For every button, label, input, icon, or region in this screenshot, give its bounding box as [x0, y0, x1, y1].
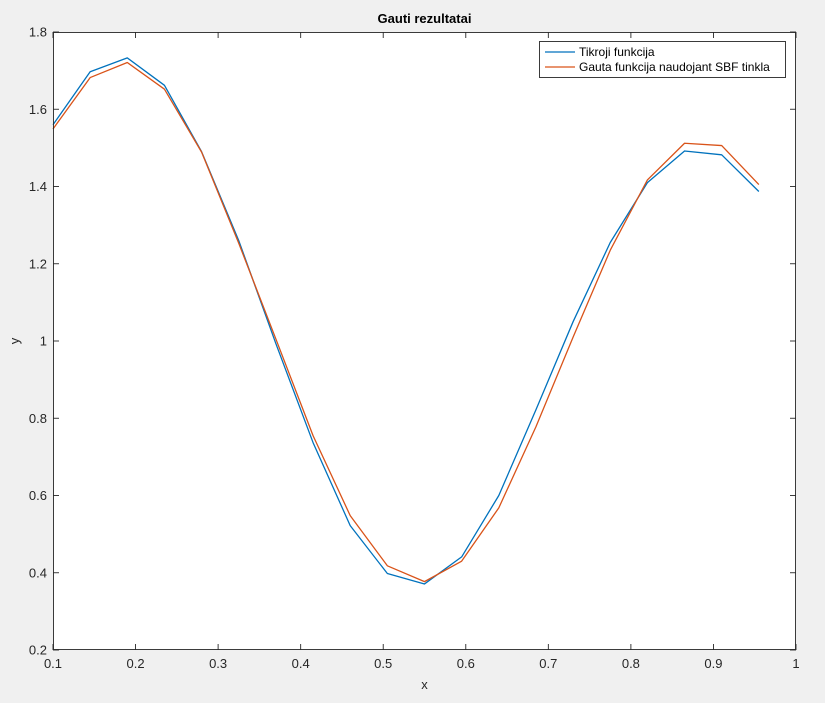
x-axis-label: x [421, 677, 428, 692]
x-tick-label: 0.5 [374, 656, 392, 671]
legend-label-2: Gauta funkcija naudojant SBF tinkla [579, 60, 770, 74]
x-tick-label: 0.4 [292, 656, 310, 671]
y-tick-label: 1.6 [29, 102, 47, 117]
y-axis-label: y [7, 337, 22, 344]
y-tick-label: 1.2 [29, 256, 47, 271]
axes-area[interactable] [53, 32, 796, 650]
x-tick-label: 0.6 [457, 656, 475, 671]
series-line-2[interactable] [52, 61, 760, 583]
y-tick-label: 0.8 [29, 411, 47, 426]
y-tick-label: 0.2 [29, 643, 47, 658]
legend-label-1: Tikroji funkcija [579, 45, 655, 59]
x-tick-label: 0.3 [209, 656, 227, 671]
legend-box [539, 41, 786, 78]
y-tick-label: 0.6 [29, 488, 47, 503]
y-tick-label: 1.4 [29, 179, 47, 194]
x-tick-label: 0.7 [539, 656, 557, 671]
y-tick-label: 1.8 [29, 25, 47, 40]
x-tick-label: 0.1 [44, 656, 62, 671]
x-tick-label: 0.2 [127, 656, 145, 671]
y-tick-label: 0.4 [29, 565, 47, 580]
y-tick-label: 1 [40, 334, 47, 349]
series-layer [52, 57, 760, 585]
x-tick-label: 0.9 [704, 656, 722, 671]
x-tick-label: 0.8 [622, 656, 640, 671]
axes-frame: 0.1 0.2 0.3 0.4 0.5 0.6 0.7 0.8 0.9 10.20.40.60.8… [29, 25, 800, 672]
chart-title: Gauti rezultatai [378, 11, 472, 26]
x-tick-label: 1 [792, 656, 799, 671]
